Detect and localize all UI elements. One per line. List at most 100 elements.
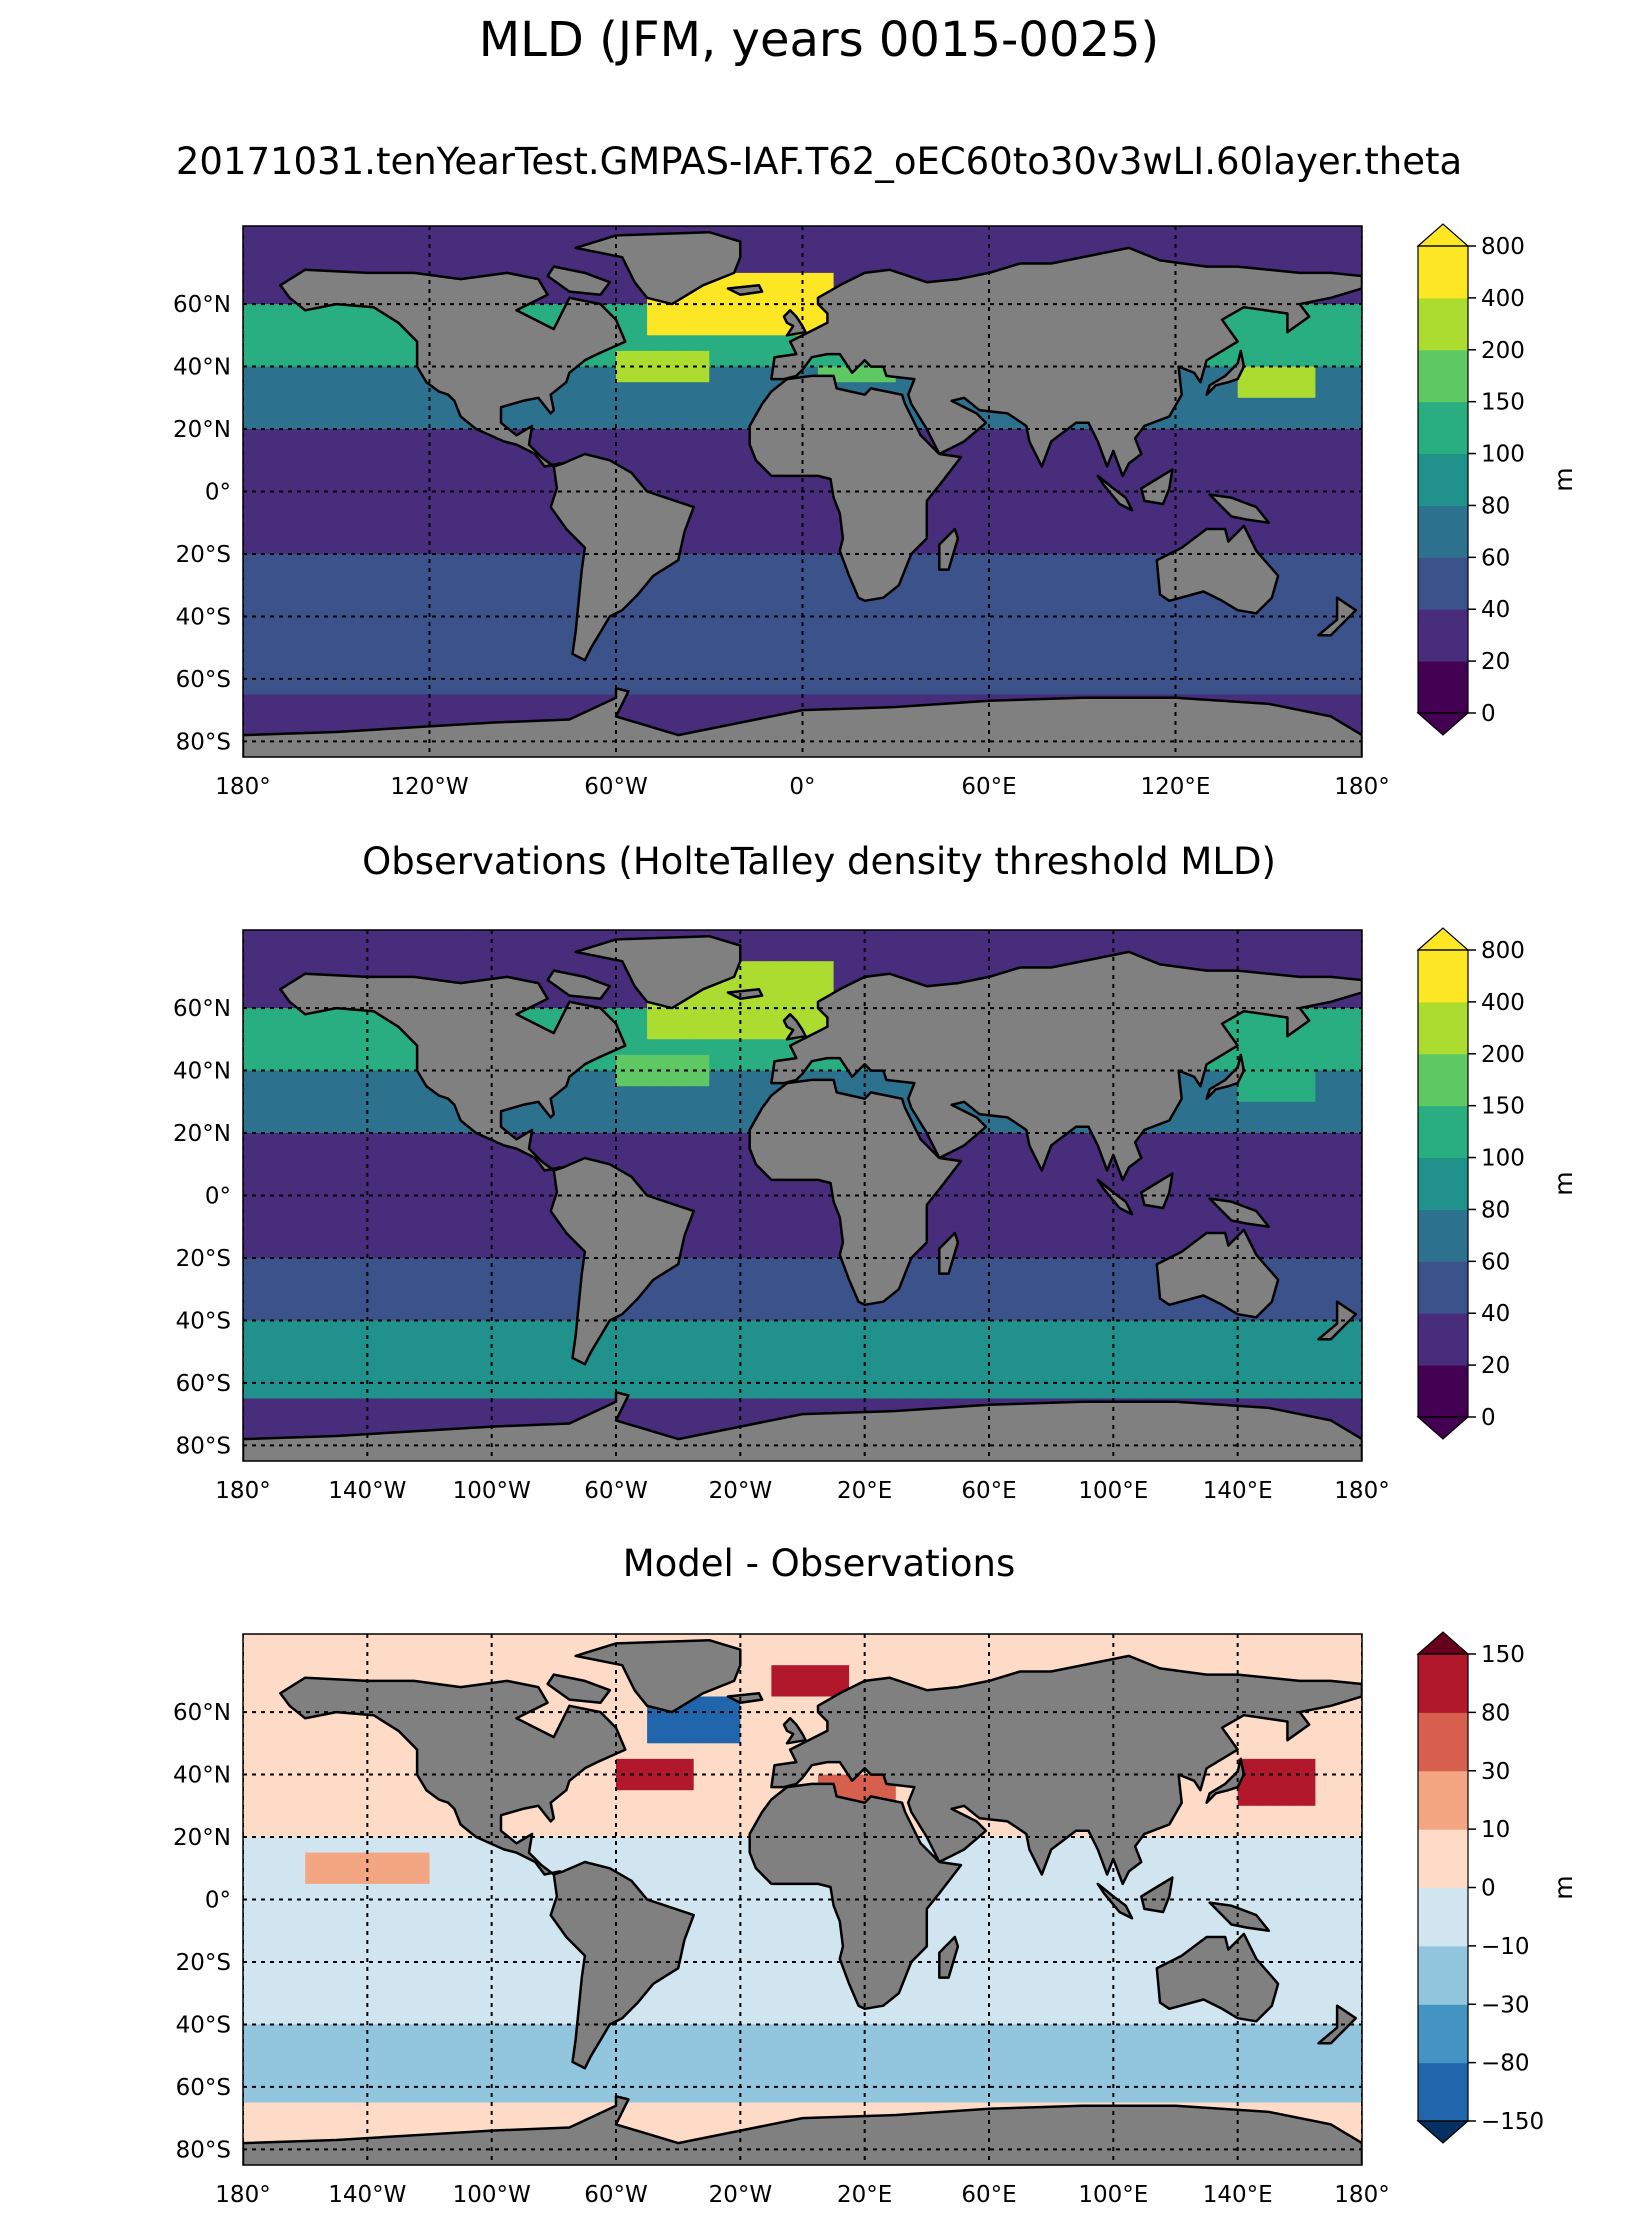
field-cell [367, 460, 384, 477]
field-cell [351, 429, 368, 446]
field-cell [336, 945, 353, 962]
field-cell [1020, 600, 1037, 617]
field-cell [476, 1289, 493, 1306]
field-cell [647, 616, 664, 633]
field-cell [631, 1382, 648, 1400]
field-cell [942, 585, 959, 602]
field-cell [305, 522, 322, 539]
field-cell [678, 1101, 695, 1118]
field-cell [647, 319, 664, 336]
field-cell [709, 992, 726, 1009]
field-cell [1097, 930, 1114, 947]
figure-title: MLD (JFM, years 0015-0025) [478, 12, 1160, 68]
field-cell [336, 538, 353, 555]
field-cell [491, 475, 508, 493]
field-cell [258, 1289, 275, 1306]
field-cell [693, 1117, 710, 1134]
field-cell [1160, 1226, 1177, 1243]
field-cell [740, 1070, 757, 1087]
field-cell [802, 616, 819, 633]
field-cell [989, 1304, 1006, 1321]
field-cell [1051, 585, 1068, 602]
field-cell [1299, 1179, 1316, 1197]
field-cell [1284, 257, 1301, 274]
field-cell [336, 1101, 353, 1118]
field-cell [1346, 569, 1362, 586]
field-cell [1004, 1273, 1021, 1290]
field-cell [1253, 945, 1270, 962]
field-cell [989, 1117, 1006, 1134]
field-cell [833, 366, 850, 383]
field-cell [429, 1242, 446, 1259]
field-cell [616, 272, 633, 290]
field-cell [1175, 600, 1192, 617]
field-cell [1097, 1351, 1114, 1368]
field-cell [802, 241, 819, 258]
field-cell [1330, 1258, 1347, 1275]
field-cell [771, 1195, 788, 1212]
field-cell [724, 460, 741, 477]
field-cell [755, 1367, 772, 1384]
field-cell [336, 1382, 353, 1400]
field-cell [1315, 961, 1332, 978]
field-cell [274, 475, 291, 493]
field-cell [926, 585, 943, 602]
field-cell [724, 319, 741, 336]
field-cell [1160, 930, 1177, 947]
field-cell [507, 616, 524, 633]
field-cell [1346, 1008, 1362, 1025]
field-cell [1346, 1414, 1362, 1431]
field-cell [1346, 397, 1362, 414]
field-cell [724, 1148, 741, 1165]
field-cell [1206, 1382, 1223, 1400]
field-cell [740, 663, 757, 680]
field-cell [398, 1273, 415, 1290]
field-cell [305, 678, 322, 696]
field-cell [895, 226, 912, 243]
field-cell [740, 616, 757, 633]
field-cell [336, 616, 353, 633]
field-cell [305, 319, 322, 336]
field-cell [507, 569, 524, 586]
field-cell [460, 507, 477, 524]
field-cell [755, 1039, 772, 1056]
field-cell [336, 1195, 353, 1212]
field-cell [709, 1289, 726, 1306]
field-cell [476, 694, 493, 711]
field-cell [771, 1023, 788, 1040]
field-cell [351, 1304, 368, 1321]
field-cell [740, 507, 757, 524]
field-cell [289, 335, 306, 352]
field-cell [289, 350, 306, 368]
field-cell [367, 491, 384, 508]
field-cell [491, 1211, 508, 1228]
field-cell [491, 1398, 508, 1415]
field-cell [1346, 444, 1362, 461]
field-cell [678, 429, 695, 446]
field-cell [1066, 1336, 1083, 1353]
field-cell [1315, 1195, 1332, 1212]
field-cell [957, 600, 974, 617]
field-cell [445, 444, 462, 461]
field-cell [600, 678, 617, 696]
field-cell [1144, 429, 1161, 446]
field-cell [740, 678, 757, 696]
field-cell [1268, 1101, 1285, 1118]
field-cell [258, 288, 275, 305]
field-cell [274, 522, 291, 539]
field-cell [1206, 1351, 1223, 1368]
map-area [243, 930, 1362, 1461]
field-cell [1330, 1351, 1347, 1368]
field-cell [382, 444, 399, 461]
field-cell [1082, 226, 1099, 243]
field-cell [833, 226, 850, 243]
field-cell [787, 1304, 804, 1321]
field-cell [414, 930, 431, 947]
field-cell [243, 1226, 260, 1243]
field-cell [709, 1086, 726, 1103]
new-zealand-land [1317, 596, 1358, 637]
field-cell [320, 632, 337, 649]
field-cell [1113, 1336, 1130, 1353]
field-cell [693, 491, 710, 508]
field-cell [942, 241, 959, 258]
